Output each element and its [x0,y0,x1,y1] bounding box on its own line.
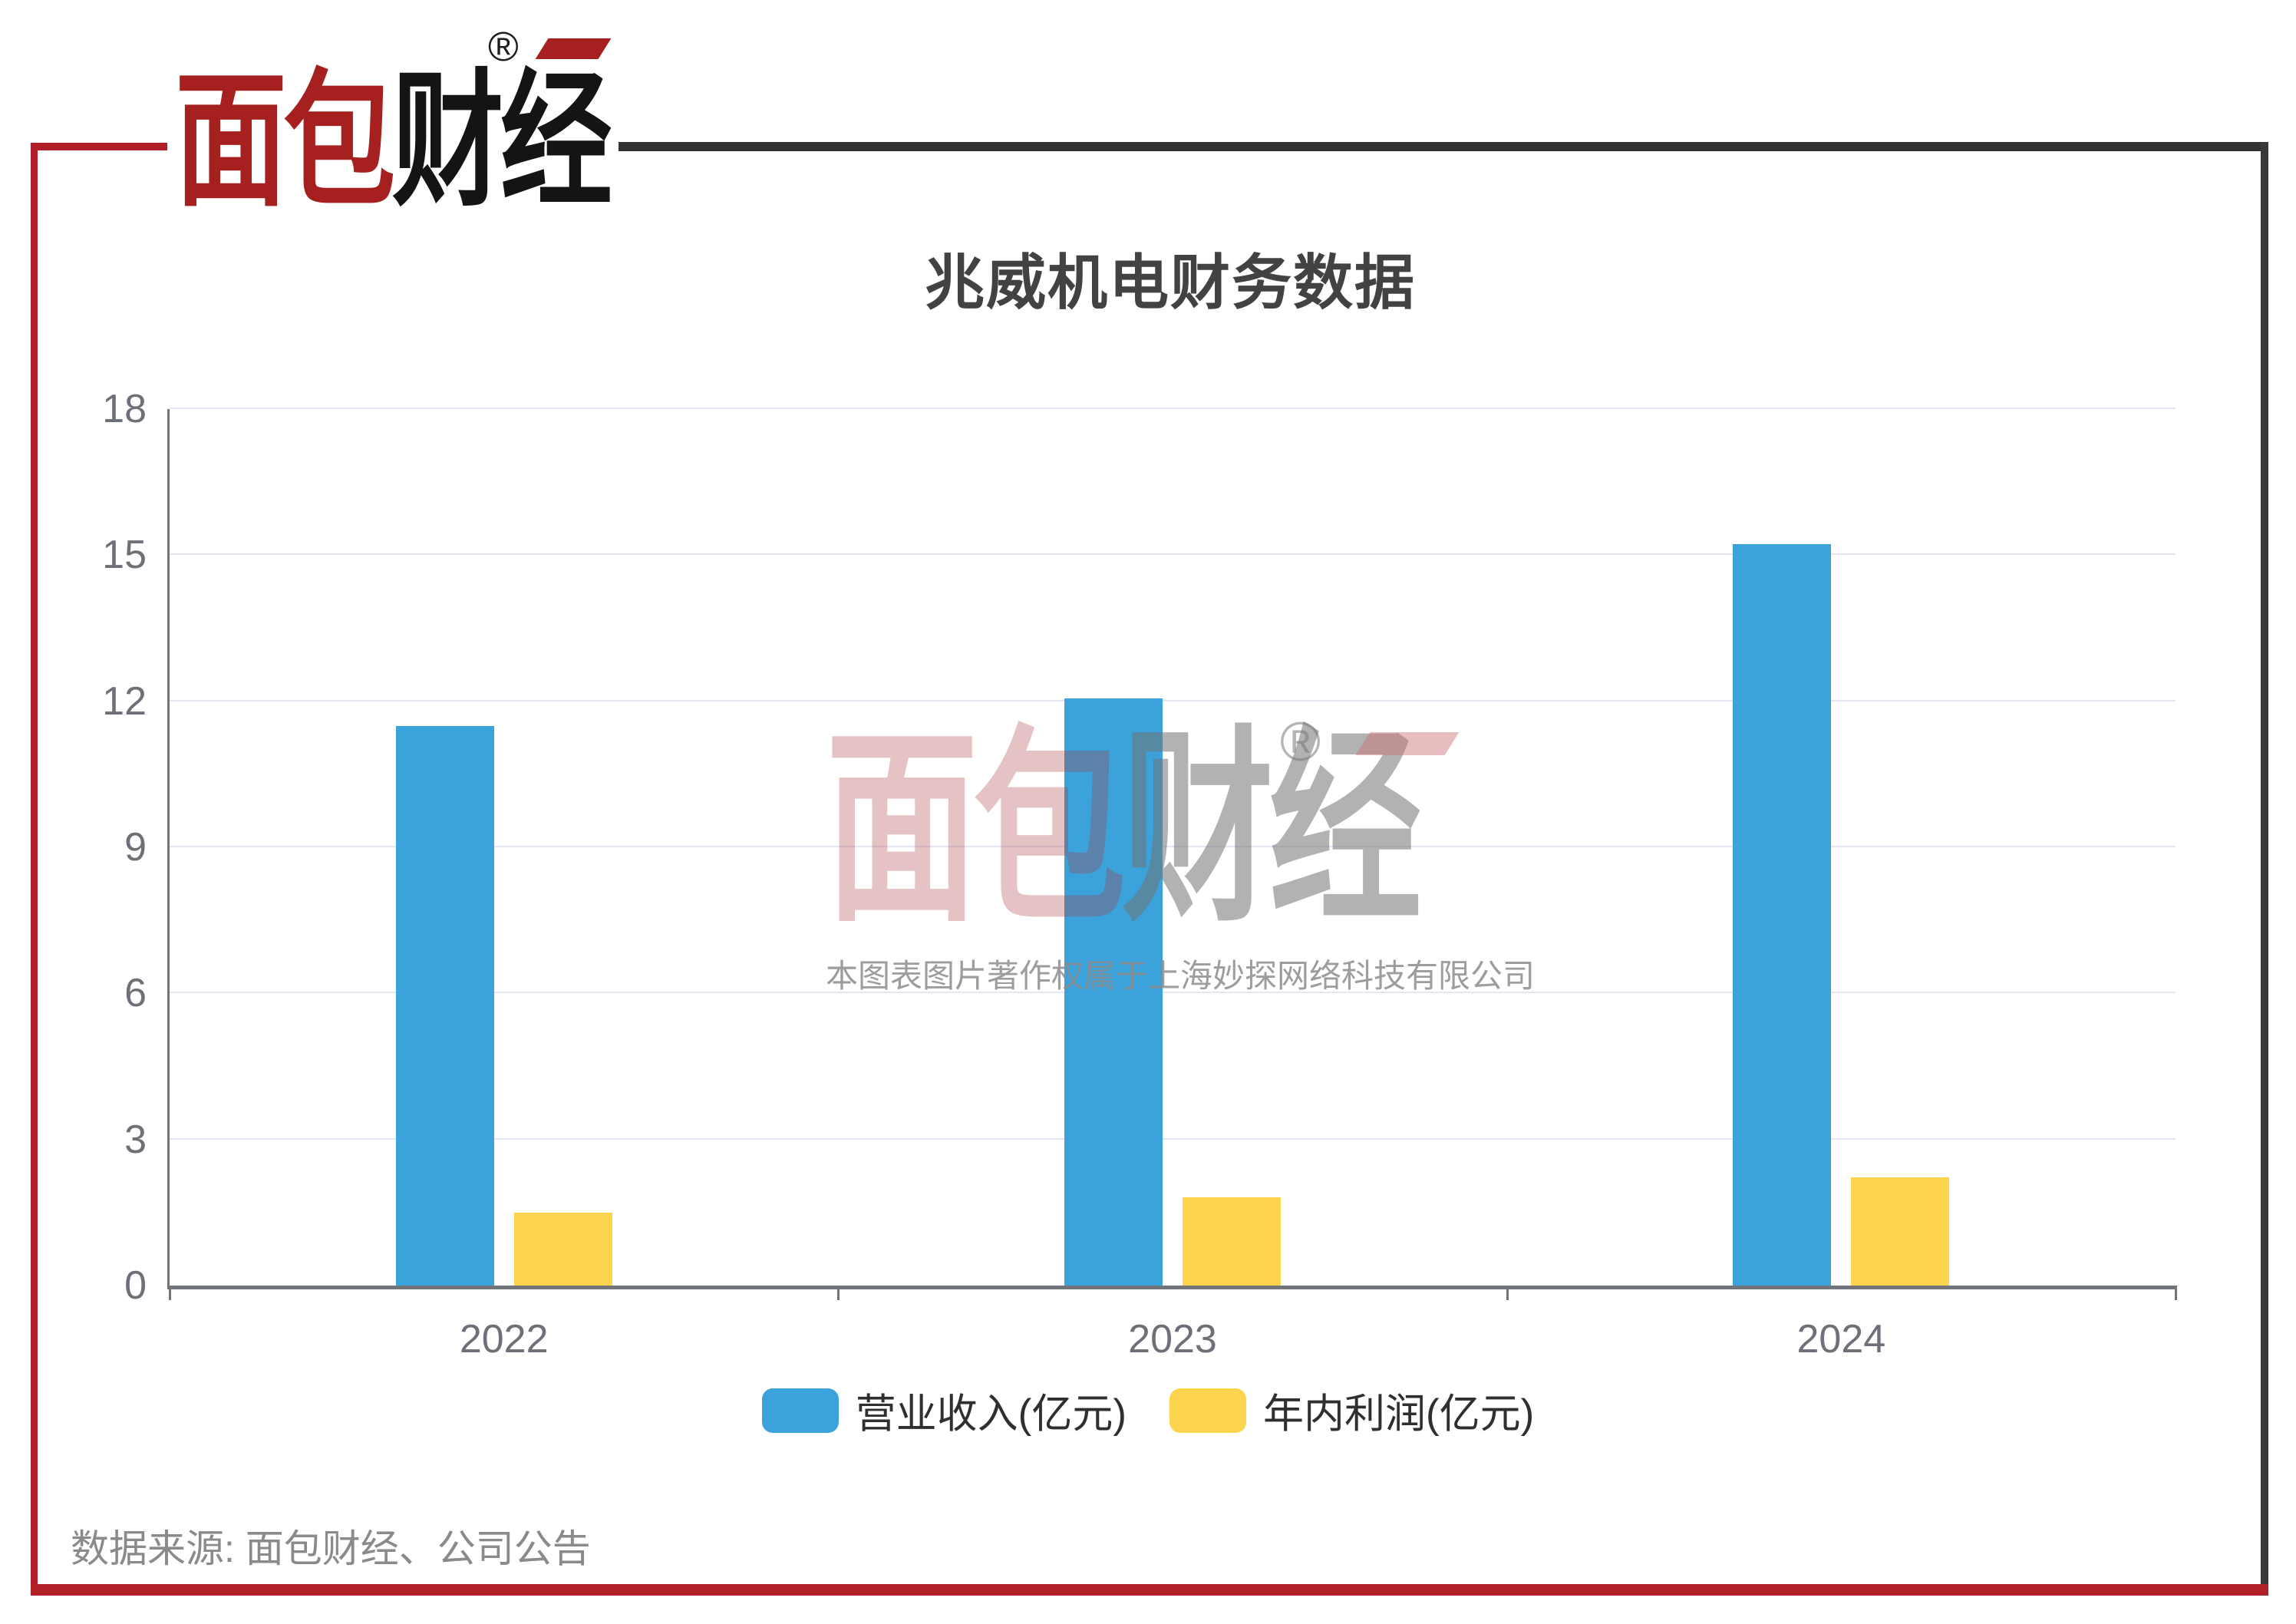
frame-bottom-red-bar [31,1584,2268,1596]
gridline [170,699,2176,701]
breadfinance-logo-text: 面包财经 [175,57,612,226]
bar-profit-2024[interactable] [1851,1177,1950,1286]
logo-text-black: 财经 [391,58,612,223]
bar-revenue-2024[interactable] [1733,544,1832,1286]
data-source-note: 数据来源: 面包财经、公司公告 [71,1527,591,1570]
x-axis-category-label: 2023 [1128,1317,1217,1362]
legend-swatch-icon [1169,1388,1246,1433]
bar-profit-2022[interactable] [513,1213,612,1286]
y-axis-tick-label: 6 [124,971,147,1016]
y-axis-tick-label: 12 [102,678,147,724]
logo-text-red: 面包 [175,58,395,223]
legend-item-profit[interactable]: 年内利润(亿元) [1169,1381,1534,1440]
chart-legend: 营业收入(亿元) 年内利润(亿元) [0,1381,2296,1440]
x-axis-category-label: 2022 [459,1317,549,1362]
x-axis-tick [1506,1286,1509,1300]
registered-trademark-icon: ® [488,24,519,70]
frame-left-red-border [31,143,38,1584]
gridline [170,1137,2176,1140]
frame-right-dark-border [2261,142,2268,1584]
bar-profit-2023[interactable] [1183,1197,1281,1286]
y-axis-tick-label: 3 [124,1117,147,1162]
legend-item-revenue[interactable]: 营业收入(亿元) [761,1381,1127,1440]
y-axis-tick-label: 9 [124,825,147,870]
legend-label: 营业收入(亿元) [855,1391,1127,1437]
gridline [170,408,2176,409]
y-axis-tick-label: 0 [124,1263,147,1308]
frame-top-left-red-line [31,143,167,150]
chart-title: 兆威机电财务数据 [924,249,1416,316]
legend-label: 年内利润(亿元) [1263,1391,1535,1437]
logo-red-parallelogram [535,38,612,59]
y-axis-tick-label: 15 [102,533,147,578]
bar-revenue-2022[interactable] [395,726,494,1286]
x-axis-tick [837,1286,840,1300]
frame-top-right-dark-line [619,142,2268,151]
legend-swatch-icon [761,1388,839,1433]
x-axis-tick [169,1286,171,1300]
gridline [170,846,2176,847]
y-axis-tick-label: 18 [102,387,147,431]
bar-revenue-2023[interactable] [1064,698,1163,1286]
chart-plot-area: 0 3 6 9 12 15 18 2022 2023 2024 [102,389,2177,1362]
x-axis-category-label: 2024 [1796,1317,1886,1362]
breadfinance-logo: 面包财经 ® [175,24,746,233]
gridline [170,553,2176,556]
x-axis-tick [2175,1286,2177,1300]
gridline [170,992,2176,994]
